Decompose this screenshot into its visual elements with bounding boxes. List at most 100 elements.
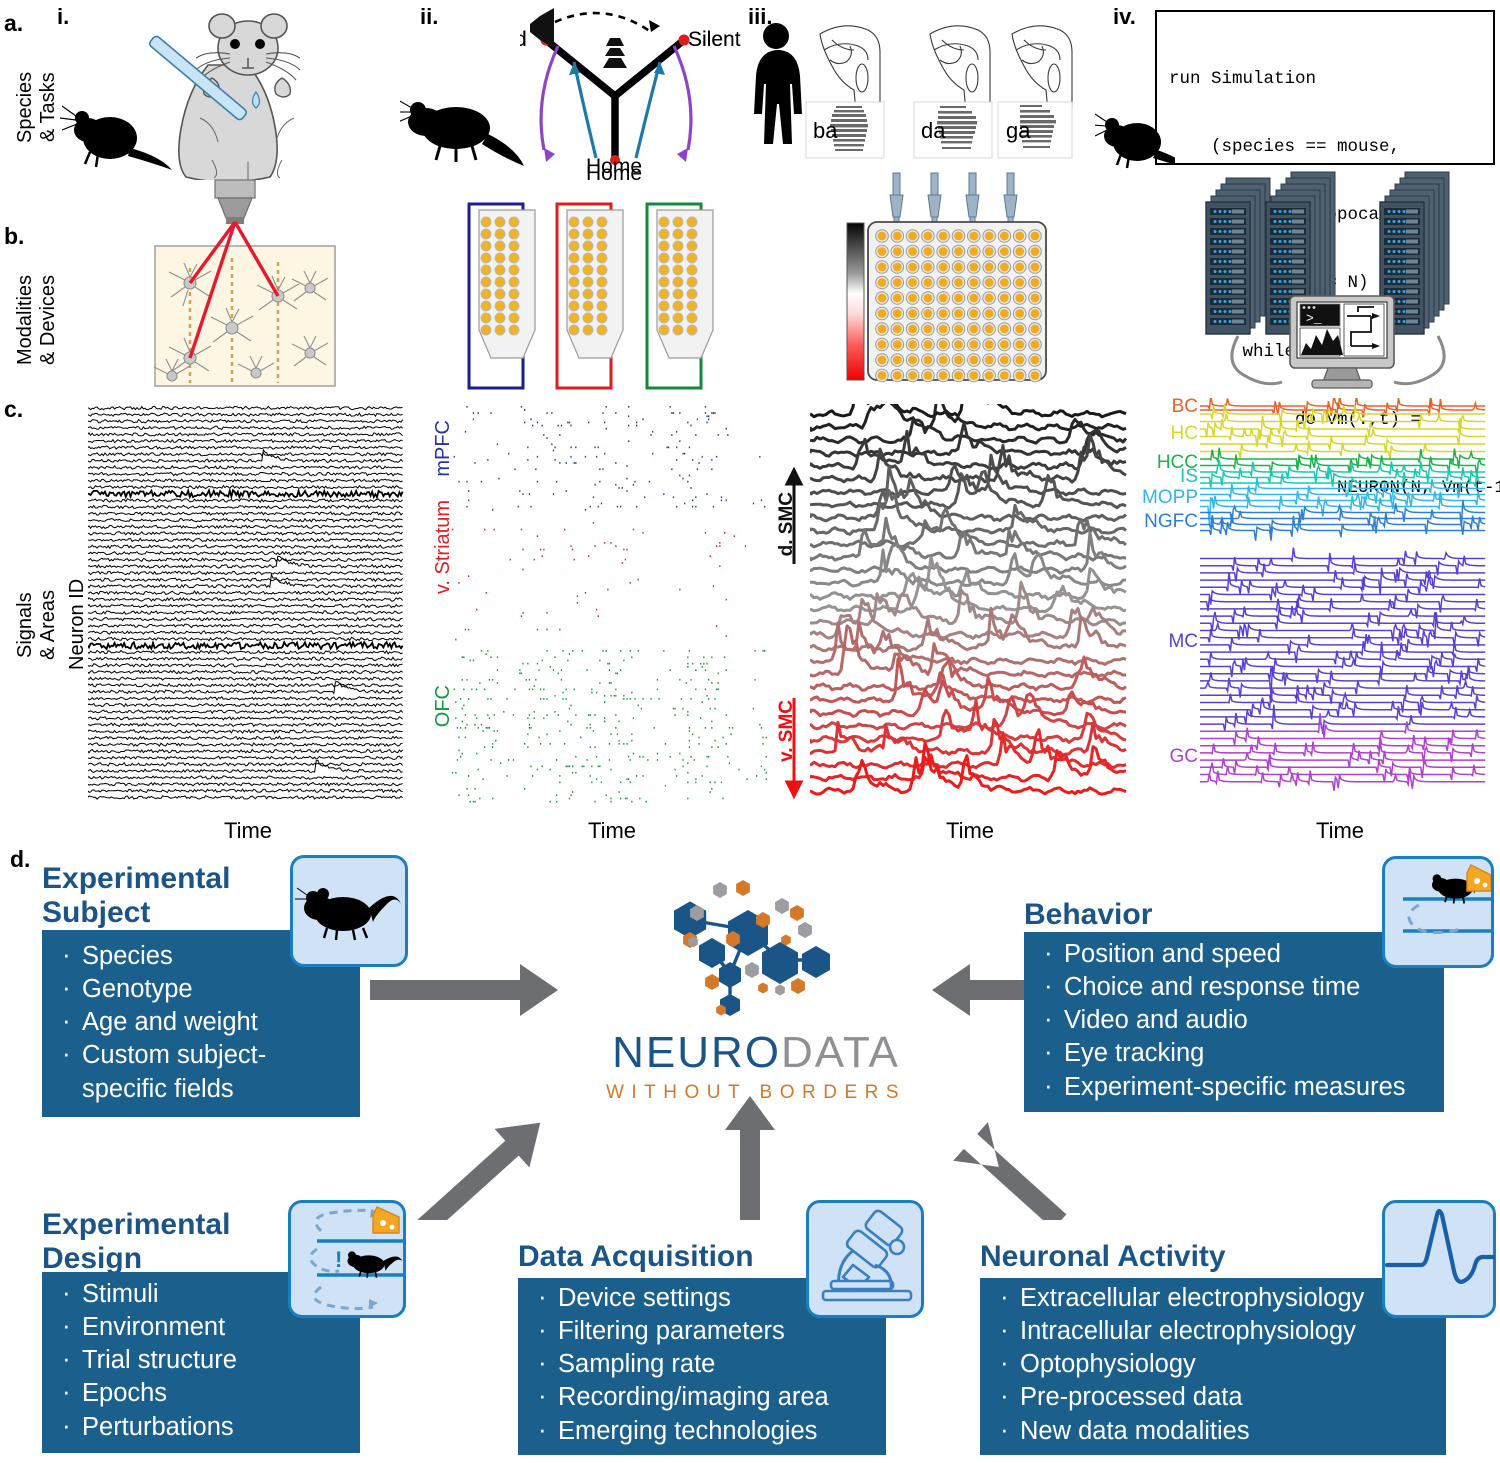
calcium-trace [810,469,1127,510]
raster-tick [624,558,627,561]
lfp-trace [88,623,403,629]
calcium-trace [810,745,1127,783]
lfp-trace [88,577,403,583]
raster-tick [546,612,548,614]
raster-tick [623,694,625,697]
raster-tick [472,800,475,803]
lfp-trace [88,695,403,701]
lfp-trace [88,517,403,523]
raster-tick [460,755,462,758]
raster-tick [615,694,617,697]
card-body-neuronal-activity[interactable]: Extracellular electrophysiology Intracel… [980,1278,1446,1455]
raster-tick [524,743,526,745]
raster-tick [608,743,611,745]
raster-tick [663,650,665,652]
raster-tick [565,490,567,492]
raster-tick [570,723,572,726]
lfp-trace [88,524,403,530]
raster-tick [692,459,694,461]
raster-tick [687,781,689,784]
icon-tile-behavior [1382,856,1494,968]
raster-tick [596,778,598,780]
raster-tick [527,717,529,720]
raster-tick [570,545,572,547]
raster-tick [458,736,460,739]
raster-tick [572,548,574,551]
raster-tick [618,720,620,723]
raster-tick [559,462,561,464]
raster-tick [599,659,601,662]
raster-tick [720,496,723,499]
raster-tick [616,505,619,508]
raster-tick [565,765,567,768]
raster-tick [468,499,470,502]
raster-tick [618,743,620,745]
raster-tick [466,678,468,681]
raster-tick [608,759,611,761]
raster-tick [546,628,548,631]
raster-tick [615,672,617,675]
raster-tick [604,701,606,703]
mouse-body-illustration [178,13,288,180]
raster-tick [760,765,763,768]
raster-tick [671,468,673,471]
card-title-experimental-design: Experimental Design [42,1208,231,1275]
raster-tick [554,656,556,659]
raster-tick [725,669,727,671]
raster-tick [645,800,647,803]
raster-tick [572,650,574,652]
raster-tick [476,752,478,755]
raster-tick [572,765,574,768]
raster-tick [596,691,598,694]
mouse-silhouette-icon [60,105,172,170]
raster-tick [496,669,499,671]
raster-tick [546,437,548,439]
raster-tick [636,505,638,508]
raster-tick [520,528,523,531]
vm-trace [1200,398,1486,418]
hex-mid-2 [719,962,741,988]
raster-tick [552,449,555,452]
raster-tick [543,717,545,720]
raster-tick [592,730,595,732]
raster-tick [584,455,587,458]
raster-tick [607,662,609,665]
raster-tick [626,743,628,745]
laser-beam-icon [188,220,280,359]
raster-tick [573,688,575,691]
vm-trace [1200,398,1486,416]
raster-tick [597,765,599,768]
raster-tick [599,468,601,471]
task-speech-syllables-diagram [754,23,1073,159]
raster-tick [556,800,558,803]
raster-tick [626,698,628,700]
raster-tick [530,418,532,421]
raster-tick [709,707,711,710]
lfp-trace [88,603,403,609]
raster-tick [687,771,689,774]
raster-tick [468,628,470,631]
raster-tick [631,691,633,694]
vm-trace [1200,756,1486,778]
raster-tick [695,496,697,499]
lfp-trace [88,445,403,450]
raster-tick [621,487,623,489]
vm-trace [1200,677,1486,698]
raster-tick [722,736,724,739]
card-body-behavior[interactable]: Position and speed Choice and response t… [1024,932,1444,1112]
raster-tick [514,688,516,691]
raster-tick [452,771,454,774]
lfp-trace [88,715,403,721]
raster-tick [527,446,529,449]
raster-tick [594,446,596,449]
raster-tick [608,662,611,665]
water-droplet-icon [251,90,261,109]
list-item: Genotype [42,971,360,1006]
raster-tick [592,496,595,499]
panel3-x-axis-label: Time [945,818,995,843]
lfp-trace [88,728,403,735]
raster-tick [455,638,457,641]
raster-tick [695,781,697,784]
raster-tick [714,412,716,414]
calcium-trace [810,429,1127,471]
